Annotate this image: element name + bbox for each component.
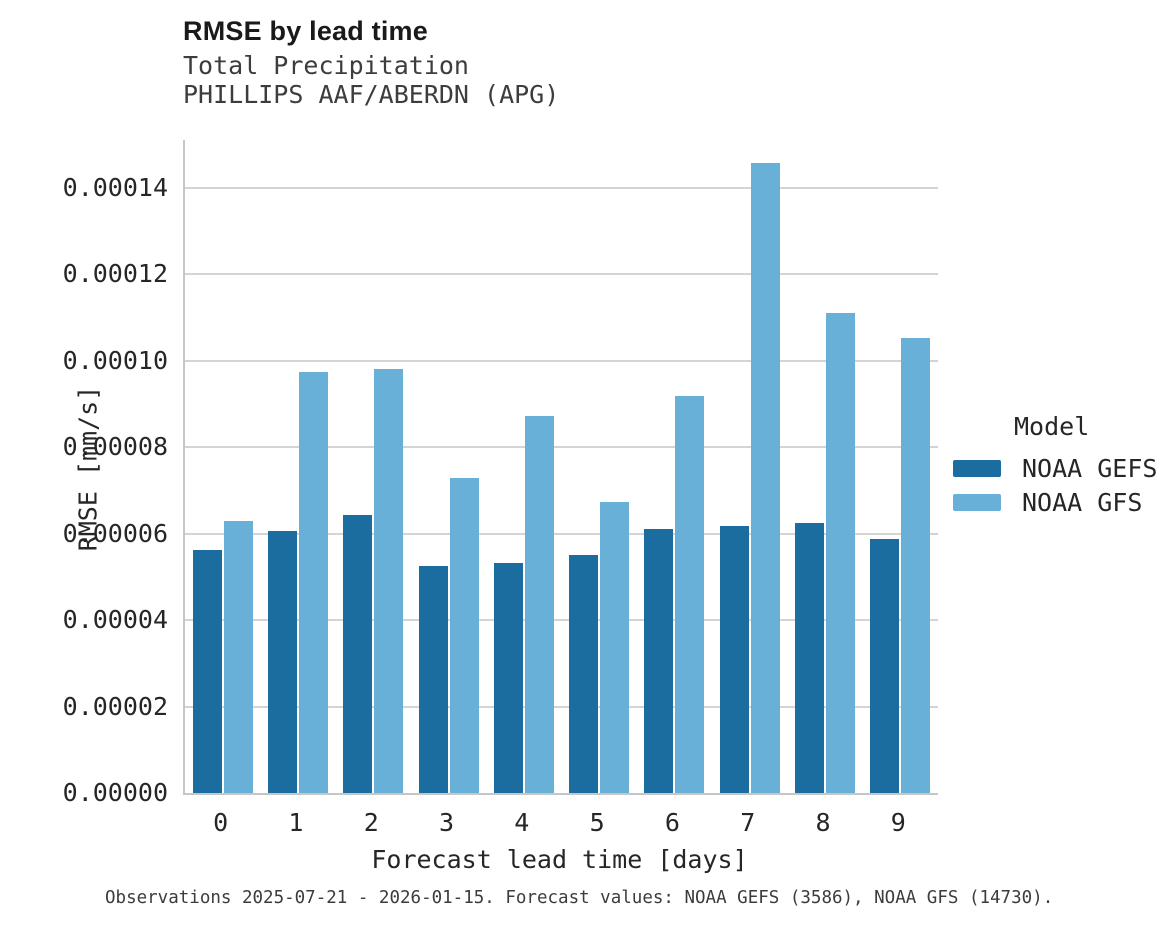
x-tick-label-2: 2 (363, 808, 379, 837)
bar-group-3 (411, 140, 486, 793)
gridline-y-0.00008 (185, 446, 938, 449)
legend-swatch (953, 494, 1001, 511)
y-tick-label: 0.00000 (62, 778, 168, 807)
legend-swatch (953, 460, 1001, 477)
legend-item-noaa-gefs: NOAA GEFS (953, 454, 1157, 483)
bar-noaa-gefs-day-9 (870, 538, 900, 793)
bar-noaa-gefs-day-1 (267, 531, 297, 793)
chart-subtitle-station: PHILLIPS AAF/ABERDN (APG) (183, 80, 560, 109)
x-tick-label-3: 3 (439, 808, 455, 837)
bar-group-7 (712, 140, 787, 793)
bar-noaa-gfs-day-2 (374, 369, 404, 793)
x-tick-label-1: 1 (288, 808, 304, 837)
gridline-y-0.0001 (185, 359, 938, 362)
chart-title: RMSE by lead time (183, 16, 428, 46)
bar-group-4 (486, 140, 561, 793)
bar-noaa-gfs-day-7 (750, 162, 780, 793)
x-tick-label-5: 5 (589, 808, 605, 837)
bar-noaa-gefs-day-7 (719, 525, 749, 793)
bar-noaa-gfs-day-3 (449, 478, 479, 793)
gridline-y-0.00006 (185, 532, 938, 535)
bar-noaa-gfs-day-8 (826, 313, 856, 793)
plot-area (183, 140, 938, 795)
legend-title: Model (1014, 412, 1090, 441)
bar-noaa-gefs-day-2 (343, 514, 373, 793)
y-tick-label: 0.00006 (62, 518, 168, 548)
bar-noaa-gefs-day-8 (795, 523, 825, 793)
legend-label: NOAA GFS (1022, 488, 1143, 517)
gridline-y-0.00012 (185, 273, 938, 276)
bar-noaa-gefs-day-3 (418, 566, 448, 793)
bar-noaa-gfs-day-6 (675, 396, 705, 793)
bar-noaa-gfs-day-4 (524, 415, 554, 793)
bar-noaa-gefs-day-6 (644, 528, 674, 793)
y-tick-label: 0.00008 (62, 432, 168, 462)
bar-noaa-gfs-day-9 (901, 337, 931, 793)
x-tick-label-4: 4 (514, 808, 530, 837)
footnote-caption: Observations 2025-07-21 - 2026-01-15. Fo… (105, 888, 1054, 908)
y-tick-label: 0.00012 (62, 259, 168, 289)
bar-group-8 (787, 140, 862, 793)
gridline-y-0.00014 (185, 186, 938, 189)
y-tick-label: 0.00002 (62, 691, 168, 721)
x-tick-label-6: 6 (664, 808, 680, 837)
bar-noaa-gefs-day-0 (192, 550, 222, 793)
bar-group-2 (336, 140, 411, 793)
x-axis-title: Forecast lead time [days] (371, 845, 748, 874)
y-tick-label: 0.00014 (62, 172, 168, 202)
bar-noaa-gefs-day-5 (569, 555, 599, 793)
x-tick-label-9: 9 (890, 808, 906, 837)
bar-noaa-gfs-day-1 (298, 371, 328, 793)
y-tick-label: 0.00010 (62, 345, 168, 375)
gridline-y-0.00004 (185, 619, 938, 622)
bar-noaa-gfs-day-0 (223, 521, 253, 793)
bar-group-9 (863, 140, 938, 793)
gridline-y-0.00002 (185, 705, 938, 708)
x-tick-label-0: 0 (213, 808, 229, 837)
bar-noaa-gefs-day-4 (493, 563, 523, 793)
bar-group-1 (260, 140, 335, 793)
legend-item-noaa-gfs: NOAA GFS (953, 488, 1142, 517)
bar-group-6 (637, 140, 712, 793)
legend-label: NOAA GEFS (1022, 454, 1158, 483)
bar-group-5 (562, 140, 637, 793)
y-tick-label: 0.00004 (62, 605, 168, 635)
bar-group-0 (185, 140, 260, 793)
x-tick-label-7: 7 (740, 808, 756, 837)
bar-noaa-gfs-day-5 (600, 502, 630, 793)
x-tick-label-8: 8 (815, 808, 831, 837)
chart-subtitle-variable: Total Precipitation (183, 51, 469, 80)
